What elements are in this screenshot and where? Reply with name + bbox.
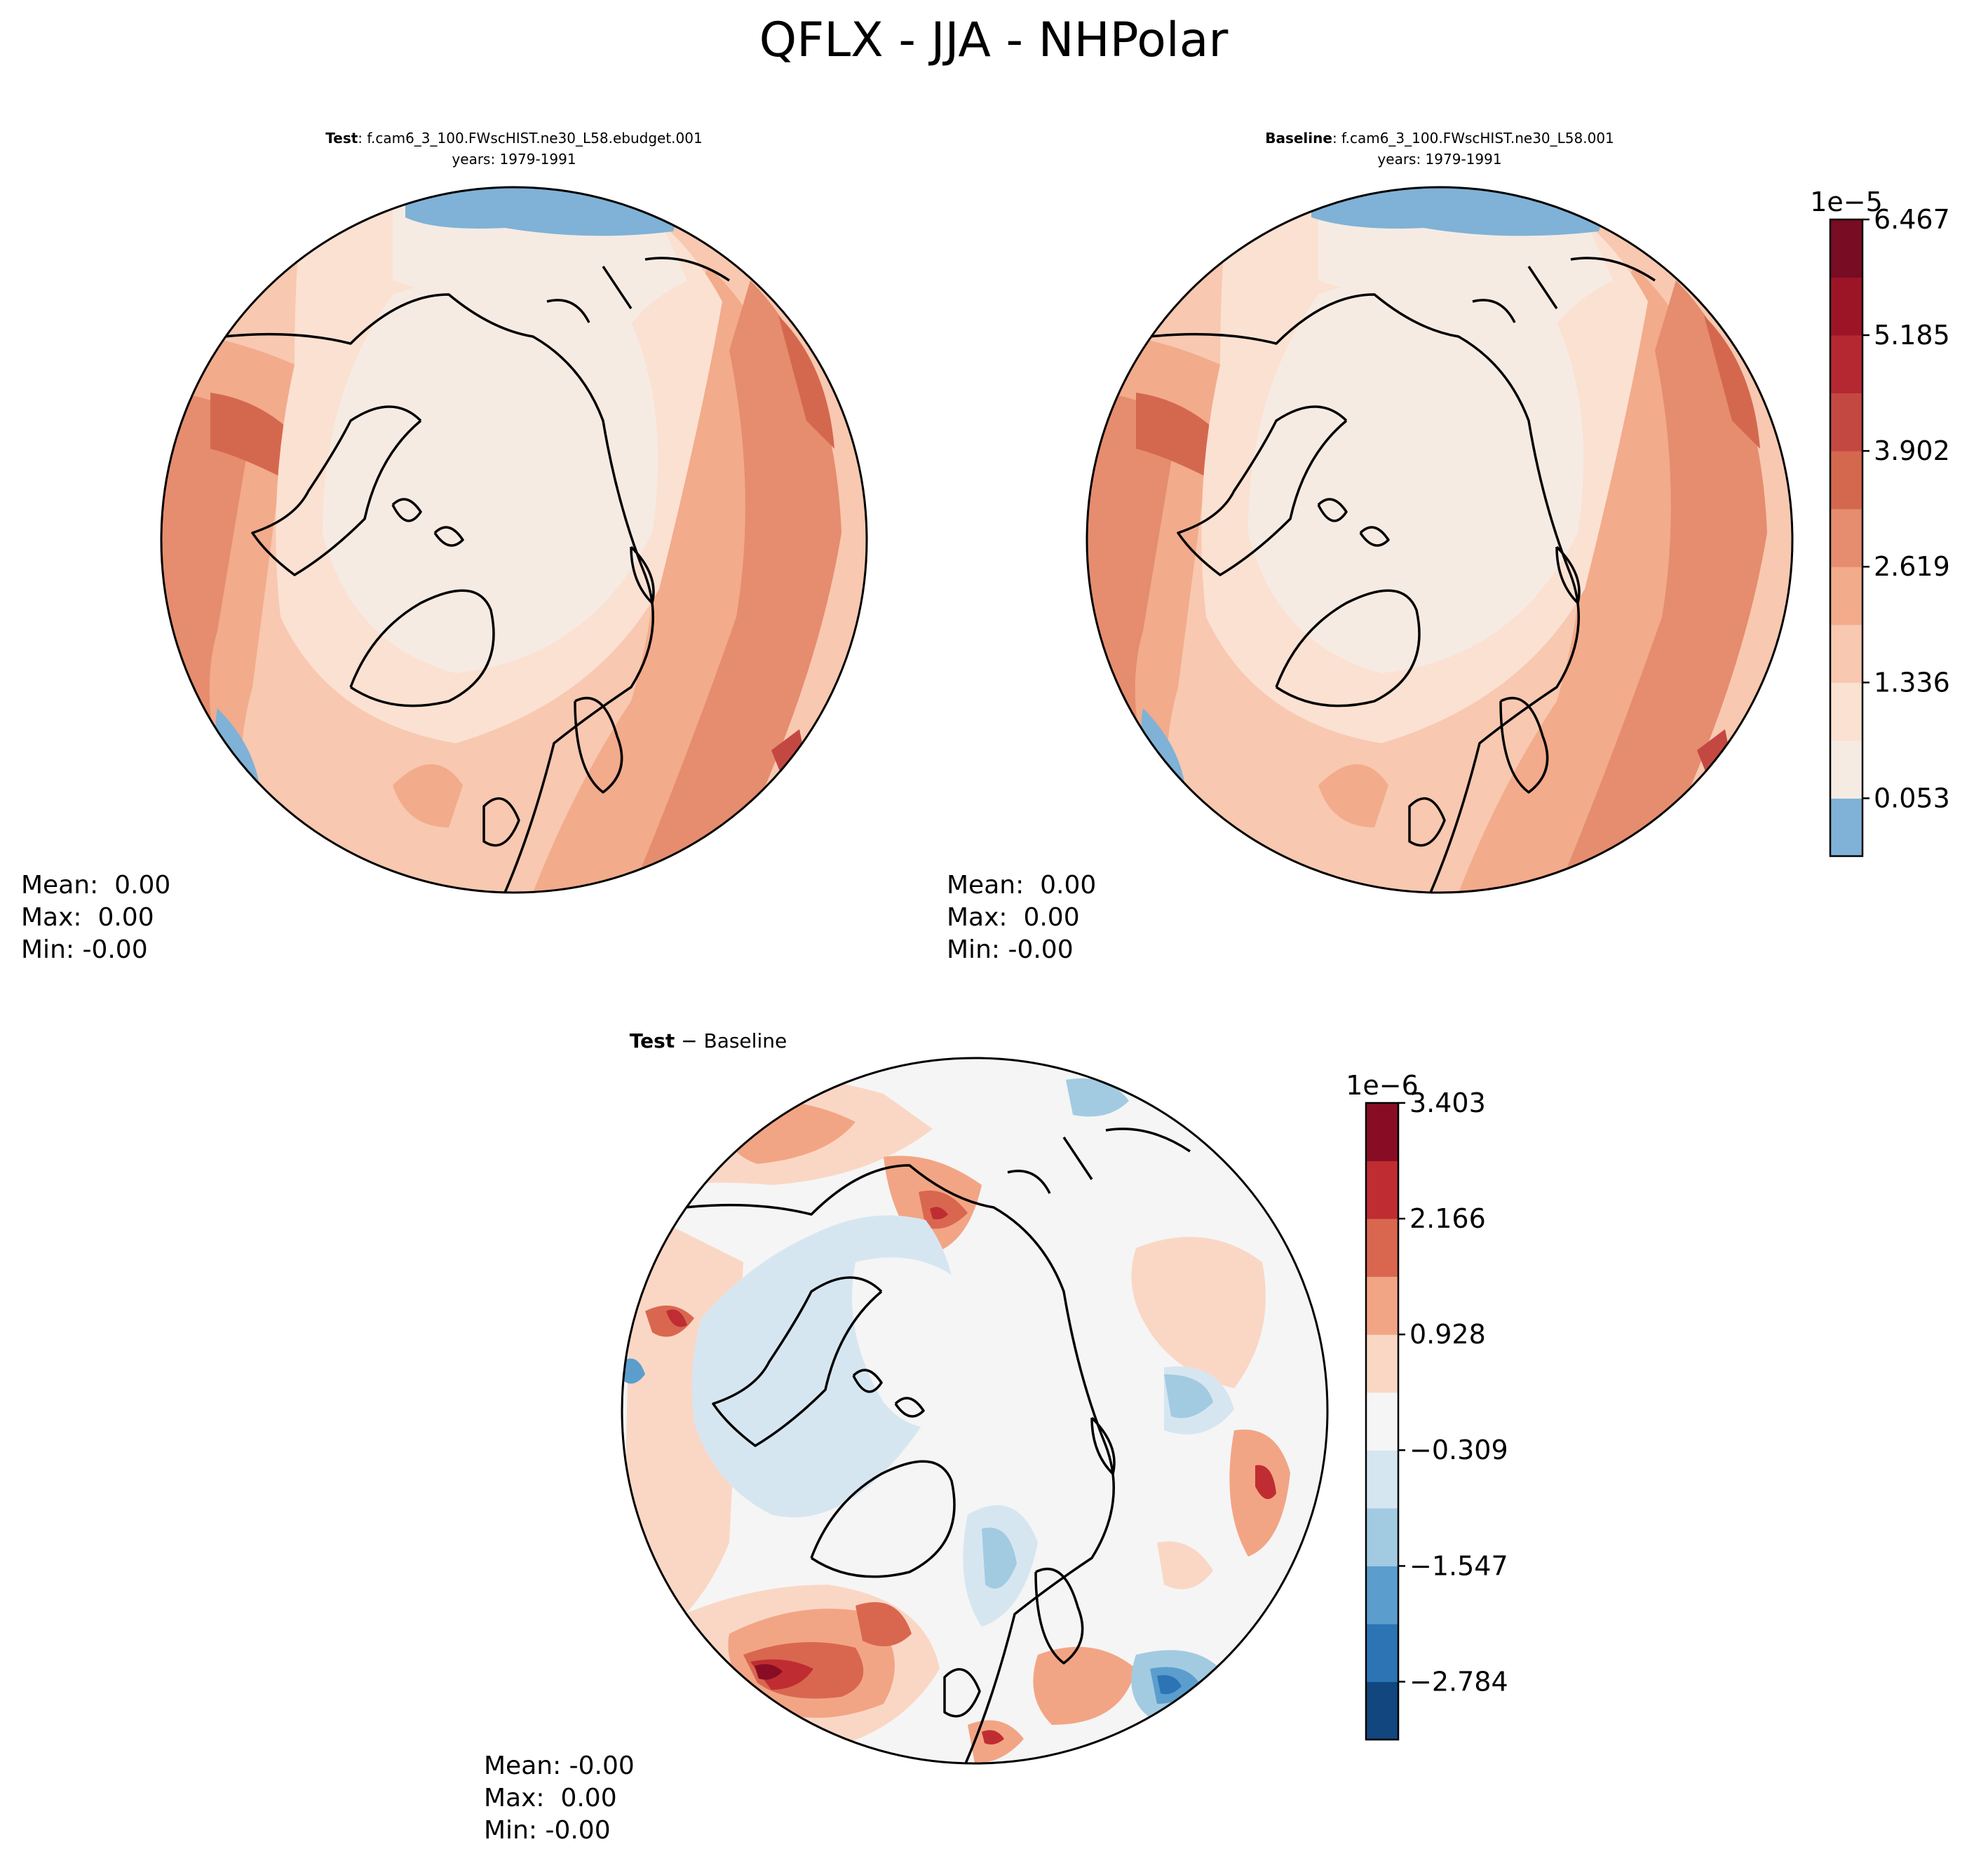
colorbar-0-segment: [1830, 393, 1862, 452]
panel-baseline-title: Baseline: f.cam6_3_100.FWscHIST.ne30_L58…: [1265, 130, 1614, 147]
colorbar-1-tick-label: 2.166: [1409, 1203, 1486, 1234]
colorbar-0-tick-label: 2.619: [1874, 551, 1950, 582]
colorbar-1-tick-label: −1.547: [1409, 1550, 1508, 1581]
panel-diff-stat-min: Min: -0.00: [484, 1816, 611, 1845]
panel-diff-stat-mean: Mean: -0.00: [484, 1752, 635, 1780]
panel-baseline-coastlines: [1149, 257, 1656, 893]
panel-baseline-subtitle: years: 1979-1991: [1377, 151, 1501, 168]
colorbar-1-segment: [1366, 1103, 1398, 1162]
panel-diff-stat-max: Max: 0.00: [484, 1784, 617, 1813]
figure-title: QFLX - JJA - NHPolar: [759, 13, 1229, 68]
colorbar-0-segment: [1830, 451, 1862, 510]
panel-test: Test: f.cam6_3_100.FWscHIST.ne30_L58.ebu…: [21, 130, 868, 964]
colorbar-0-tick-label: 3.902: [1874, 435, 1950, 466]
panel-baseline-map-border: [1086, 186, 1794, 894]
colorbar-0-segment: [1830, 740, 1862, 799]
panel-test-subtitle: years: 1979-1991: [452, 151, 576, 168]
colorbar-0-frame: [1829, 218, 1864, 858]
panel-diff-title: Test − Baseline: [630, 1029, 787, 1052]
colorbar-0-segment: [1830, 508, 1862, 567]
panel-test-map-border: [160, 186, 868, 894]
panel-test-title: Test: f.cam6_3_100.FWscHIST.ne30_L58.ebu…: [325, 130, 702, 147]
panel-diff-map: [622, 1058, 1327, 1763]
panel-baseline-map: [1087, 187, 1792, 893]
colorbar-1-segment: [1366, 1392, 1398, 1451]
panel-test-map: [161, 187, 867, 893]
colorbar-1-multiplier: 1e−6: [1346, 1070, 1419, 1101]
panel-test-title-rest: : f.cam6_3_100.FWscHIST.ne30_L58.ebudget…: [358, 130, 702, 147]
colorbar-0-tick-label: 6.467: [1874, 204, 1950, 235]
panel-diff-coastlines: [684, 1127, 1191, 1763]
colorbar-1-segment: [1366, 1566, 1398, 1625]
colorbar-0-segment: [1830, 682, 1862, 741]
panel-baseline-stat-mean: Mean: 0.00: [947, 871, 1096, 900]
colorbar-1-segment: [1366, 1334, 1398, 1393]
panel-test-title-bold: Test: [325, 130, 358, 147]
panel-diff-map-border: [621, 1057, 1329, 1765]
colorbar-1-segment: [1366, 1276, 1398, 1335]
colorbar-0-segment: [1830, 798, 1862, 857]
panel-diff: Test − Baseline: [484, 1029, 1329, 1845]
panel-test-stat-mean: Mean: 0.00: [21, 871, 170, 900]
panel-baseline-stat-min: Min: -0.00: [947, 935, 1074, 964]
panel-test-stat-max: Max: 0.00: [21, 903, 154, 932]
panel-baseline-stat-max: Max: 0.00: [947, 903, 1080, 932]
panel-baseline-title-rest: : f.cam6_3_100.FWscHIST.ne30_L58.001: [1332, 130, 1614, 147]
panel-test-coastlines: [224, 257, 730, 893]
colorbar-1-segment: [1366, 1507, 1398, 1566]
colorbar-1-segment: [1366, 1623, 1398, 1682]
colorbar-0-segment: [1830, 277, 1862, 336]
colorbar-0-multiplier: 1e−5: [1810, 187, 1883, 217]
colorbar-1-segment: [1366, 1219, 1398, 1278]
colorbar-0-segment: [1830, 567, 1862, 625]
colorbar-1-segment: [1366, 1681, 1398, 1740]
colorbar-0-segment: [1830, 219, 1862, 278]
colorbar-1-tick-label: −0.309: [1409, 1435, 1508, 1465]
colorbar-1-segment: [1366, 1450, 1398, 1509]
colorbar-1-segment: [1366, 1160, 1398, 1219]
colorbar-0-segment: [1830, 334, 1862, 393]
colorbar-1-tick-label: 3.403: [1409, 1088, 1486, 1118]
colorbar-1-tick-label: 0.928: [1409, 1319, 1486, 1350]
colorbar-0-segment: [1830, 624, 1862, 683]
panel-baseline-title-bold: Baseline: [1265, 130, 1332, 147]
panel-diff-title-rest: − Baseline: [675, 1029, 787, 1052]
panel-diff-title-bold: Test: [630, 1029, 675, 1052]
colorbar-0-tick-label: 1.336: [1874, 667, 1950, 698]
colorbar-0-tick-label: 0.053: [1874, 783, 1950, 814]
colorbar-1-frame: [1365, 1102, 1400, 1741]
panel-baseline: Baseline: f.cam6_3_100.FWscHIST.ne30_L58…: [947, 130, 1794, 964]
colorbar-0-tick-label: 5.185: [1874, 320, 1950, 351]
panel-test-stat-min: Min: -0.00: [21, 935, 148, 964]
colorbar-1-tick-label: −2.784: [1409, 1666, 1508, 1697]
